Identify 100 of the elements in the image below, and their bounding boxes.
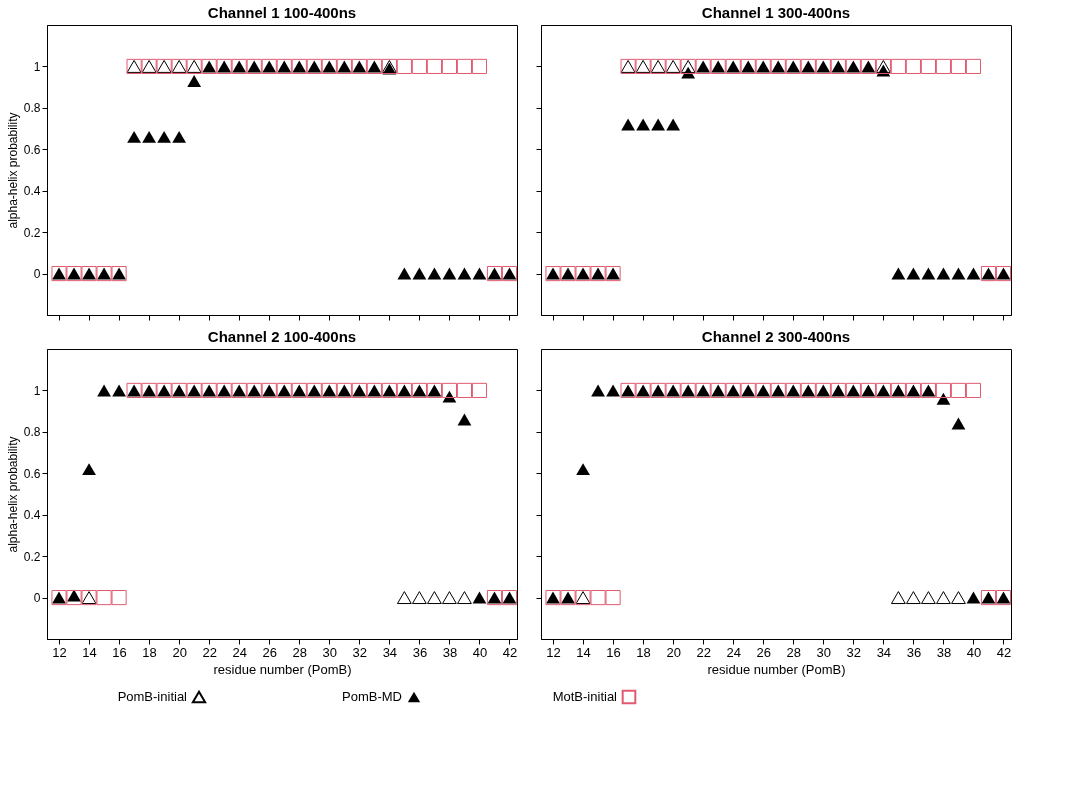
y-tick-label: 0.4	[23, 184, 41, 199]
x-tick-label: 24	[232, 644, 247, 660]
x-tick-label: 14	[576, 644, 591, 660]
y-tick-label: 0.4	[23, 508, 41, 523]
point	[441, 382, 457, 398]
point	[890, 591, 906, 605]
y-tick-label: 1	[33, 383, 41, 398]
x-tick-label: 28	[786, 644, 801, 660]
y-tick-label: 1	[33, 59, 41, 74]
x-tick-label: 42	[502, 644, 518, 660]
point	[396, 58, 412, 74]
point	[621, 118, 635, 131]
point	[666, 118, 681, 131]
point	[471, 382, 488, 398]
y-axis-title: alpha-helix probability	[5, 112, 20, 229]
x-tick-label: 16	[112, 644, 127, 660]
x-tick-label: 26	[756, 644, 771, 660]
point	[157, 130, 172, 143]
point	[966, 267, 981, 280]
point	[921, 267, 936, 280]
point	[111, 590, 127, 606]
x-tick-label: 24	[726, 644, 741, 660]
x-tick-label: 22	[696, 644, 711, 660]
point	[456, 58, 473, 74]
point	[472, 267, 487, 280]
point	[935, 58, 951, 74]
x-tick-label: 40	[472, 644, 488, 660]
point	[442, 267, 457, 280]
point	[442, 591, 457, 605]
point	[142, 130, 156, 143]
point	[921, 591, 936, 605]
x-tick-label: 34	[876, 644, 892, 660]
chart-title: Channel 2 100-400ns	[207, 328, 357, 345]
point	[905, 58, 921, 74]
legend-label: MotB-initial	[552, 689, 618, 704]
point	[412, 267, 427, 280]
point	[890, 58, 906, 74]
y-tick-label: 0	[33, 591, 41, 606]
x-tick-label: 32	[846, 644, 862, 660]
legend-label: PomB-initial	[117, 689, 188, 704]
chart-title: Channel 1 300-400ns	[701, 4, 851, 21]
chart-title: Channel 1 100-400ns	[207, 4, 357, 21]
point	[457, 591, 472, 605]
point	[172, 130, 187, 143]
point	[636, 118, 650, 131]
point	[127, 130, 141, 143]
point	[456, 382, 473, 398]
x-tick-label: 38	[936, 644, 952, 660]
point	[471, 58, 488, 74]
x-tick-label: 18	[142, 644, 157, 660]
y-tick-label: 0.6	[23, 466, 41, 481]
point	[681, 66, 696, 79]
x-tick-label: 20	[172, 644, 187, 660]
x-tick-label: 36	[412, 644, 428, 660]
y-tick-label: 0.6	[23, 142, 41, 157]
x-tick-label: 40	[966, 644, 982, 660]
x-tick-label: 28	[292, 644, 307, 660]
point	[906, 267, 921, 280]
x-tick-label: 32	[352, 644, 368, 660]
x-tick-label: 22	[202, 644, 217, 660]
x-tick-label: 30	[322, 644, 338, 660]
legend-label: PomB-MD	[342, 689, 402, 704]
point	[187, 74, 202, 87]
y-tick-label: 0.8	[23, 101, 41, 116]
point	[397, 267, 412, 280]
x-tick-label: 36	[906, 644, 922, 660]
point	[965, 382, 982, 398]
x-axis-title: residue number (PomB)	[707, 661, 846, 677]
x-axis-title: residue number (PomB)	[213, 661, 352, 677]
point	[936, 591, 951, 605]
point	[426, 58, 442, 74]
point	[96, 590, 112, 606]
y-tick-label: 0.8	[23, 425, 41, 440]
chart-title: Channel 2 300-400ns	[701, 328, 851, 345]
y-axis-title: alpha-helix probability	[5, 436, 20, 553]
x-tick-label: 34	[382, 644, 398, 660]
point	[935, 382, 951, 398]
point	[951, 267, 966, 280]
point	[457, 267, 472, 280]
x-tick-label: 14	[82, 644, 97, 660]
x-tick-label: 26	[262, 644, 277, 660]
point	[590, 590, 606, 606]
point	[427, 267, 442, 280]
point	[951, 591, 966, 605]
x-tick-label: 18	[636, 644, 651, 660]
x-tick-label: 30	[816, 644, 832, 660]
x-tick-label: 12	[52, 644, 67, 660]
y-tick-label: 0	[33, 267, 41, 282]
x-tick-label: 12	[546, 644, 561, 660]
point	[605, 590, 621, 606]
point	[950, 382, 967, 398]
x-tick-label: 38	[442, 644, 458, 660]
x-tick-label: 42	[996, 644, 1012, 660]
point	[412, 591, 427, 605]
point	[651, 118, 666, 131]
point	[920, 58, 936, 74]
point	[891, 267, 906, 280]
point	[965, 58, 982, 74]
point	[411, 58, 427, 74]
point	[950, 58, 967, 74]
